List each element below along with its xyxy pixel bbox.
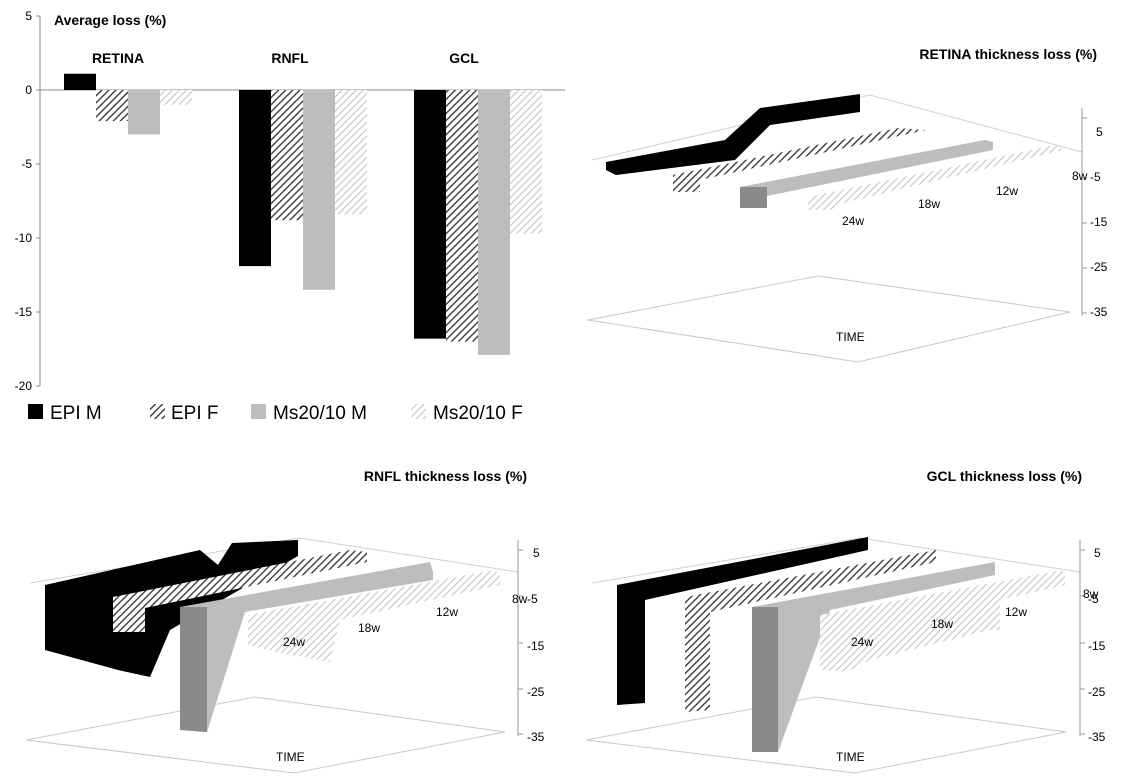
legend-swatch-epi-m bbox=[28, 404, 43, 419]
rnfl-depth-12w: 12w bbox=[436, 605, 458, 619]
retina-ytick-5: 5 bbox=[1096, 125, 1103, 139]
rnfl-ytick-m35: -35 bbox=[527, 730, 545, 744]
y-tick-label: 5 bbox=[25, 9, 32, 23]
bar-epi-f-retina bbox=[96, 90, 128, 122]
retina-y-ticks: 5 -5 -15 -25 -35 bbox=[1082, 117, 1108, 319]
retina-ytick-m5: -5 bbox=[1090, 170, 1101, 184]
retina-series-ms-m-side bbox=[740, 187, 767, 208]
rnfl-ytick-m25: -25 bbox=[527, 685, 545, 699]
gcl-back-wall bbox=[591, 537, 1081, 584]
retina-depth-8w: 8w bbox=[1072, 169, 1088, 183]
gcl-series-ms-f bbox=[820, 570, 1065, 672]
gcl-series-epi-f bbox=[685, 550, 936, 712]
rnfl-depth-8w: 8w bbox=[512, 592, 528, 606]
gcl-ytick-m5: -5 bbox=[1088, 592, 1099, 606]
gcl-chart-title: GCL thickness loss (%) bbox=[927, 468, 1082, 484]
gcl-series-ms-m bbox=[752, 562, 995, 752]
retina-depth-12w: 12w bbox=[996, 184, 1018, 198]
gcl-depth-8w: 8w bbox=[1083, 587, 1099, 601]
bar-ms20-10-m-rnfl bbox=[303, 90, 335, 290]
legend-label-ms-f: Ms20/10 F bbox=[433, 403, 523, 424]
gcl-xlabel: TIME bbox=[836, 750, 865, 764]
category-label-gcl: GCL bbox=[449, 50, 479, 66]
gcl-ytick-m15: -15 bbox=[1088, 639, 1106, 653]
retina-series-ms-m bbox=[740, 140, 993, 208]
gcl-floor bbox=[585, 696, 1067, 774]
category-label-retina: RETINA bbox=[92, 50, 144, 66]
average-loss-bars bbox=[64, 73, 542, 355]
bar-ms20-10-m-retina bbox=[128, 90, 160, 135]
rnfl-depth-24w: 24w bbox=[283, 635, 305, 649]
rnfl-series-ms-m bbox=[180, 562, 433, 732]
gcl-thickness-chart: GCL thickness loss (%) 5 -5 -15 -25 -35 … bbox=[585, 468, 1106, 774]
gcl-depth-18w: 18w bbox=[931, 617, 953, 631]
gcl-ytick-5: 5 bbox=[1094, 546, 1101, 560]
y-tick-label: -20 bbox=[15, 379, 33, 393]
gcl-y-ticks: 5 -5 -15 -25 -35 bbox=[1080, 546, 1106, 744]
rnfl-chart-title: RNFL thickness loss (%) bbox=[364, 468, 527, 484]
rnfl-ytick-m15: -15 bbox=[527, 639, 545, 653]
y-tick-label: -10 bbox=[15, 231, 33, 245]
bar-epi-f-rnfl bbox=[271, 90, 303, 221]
bar-epi-f-gcl bbox=[446, 90, 478, 342]
legend-swatch-ms-f bbox=[411, 404, 426, 419]
rnfl-xlabel: TIME bbox=[276, 750, 305, 764]
bar-epi-m-rnfl bbox=[239, 90, 271, 267]
rnfl-back-wall bbox=[29, 537, 519, 584]
bar-epi-m-gcl bbox=[414, 90, 446, 339]
y-tick-label: 0 bbox=[25, 83, 32, 97]
retina-back-wall bbox=[591, 94, 1083, 161]
bar-ms20-10-f-retina bbox=[160, 90, 192, 105]
gcl-ytick-m25: -25 bbox=[1088, 685, 1106, 699]
retina-xlabel: TIME bbox=[836, 330, 865, 344]
retina-floor bbox=[587, 275, 1071, 363]
legend-label-ms-m: Ms20/10 M bbox=[273, 403, 367, 424]
retina-series-ms-f bbox=[808, 145, 1063, 210]
retina-depth-18w: 18w bbox=[918, 197, 940, 211]
average-loss-chart: 5 0 -5 -10 -15 -20 Average loss (%) RETINA RN… bbox=[15, 9, 565, 424]
bar-ms20-10-m-gcl bbox=[478, 90, 510, 355]
rnfl-floor bbox=[25, 696, 506, 774]
gcl-series-epi-m bbox=[617, 537, 868, 705]
gcl-ytick-m35: -35 bbox=[1088, 730, 1106, 744]
category-label-rnfl: RNFL bbox=[271, 50, 309, 66]
retina-ytick-m25: -25 bbox=[1090, 260, 1108, 274]
legend-label-epi-f: EPI F bbox=[171, 403, 219, 424]
retina-depth-24w: 24w bbox=[842, 214, 864, 228]
gcl-series-ms-m-side bbox=[752, 607, 778, 752]
gcl-depth-12w: 12w bbox=[1005, 605, 1027, 619]
rnfl-ytick-m5: -5 bbox=[527, 592, 538, 606]
rnfl-thickness-chart: RNFL thickness loss (%) 5 -5 -15 -25 -35… bbox=[25, 468, 545, 774]
legend: EPI M EPI F Ms20/10 M Ms20/10 F bbox=[28, 403, 523, 424]
legend-swatch-ms-m bbox=[251, 404, 266, 419]
rnfl-ytick-5: 5 bbox=[533, 546, 540, 560]
retina-series-epi-f bbox=[673, 128, 926, 192]
y-tick-label: -5 bbox=[21, 157, 32, 171]
retina-series-epi-m bbox=[606, 94, 860, 175]
y-tick-label: -15 bbox=[15, 305, 33, 319]
gcl-depth-24w: 24w bbox=[851, 635, 873, 649]
average-loss-title: Average loss (%) bbox=[54, 12, 166, 28]
rnfl-y-ticks: 5 -5 -15 -25 -35 bbox=[518, 546, 545, 744]
rnfl-depth-18w: 18w bbox=[358, 621, 380, 635]
bar-epi-m-retina bbox=[64, 73, 96, 90]
bar-ms20-10-f-gcl bbox=[510, 90, 542, 234]
legend-swatch-epi-f bbox=[150, 404, 165, 419]
rnfl-series-ms-m-side bbox=[180, 607, 207, 732]
retina-thickness-chart: RETINA thickness loss (%) 5 -5 -15 -25 -… bbox=[587, 46, 1108, 363]
retina-ytick-m35: -35 bbox=[1090, 305, 1108, 319]
rnfl-series-ms-f bbox=[248, 570, 500, 662]
legend-label-epi-m: EPI M bbox=[50, 403, 102, 424]
retina-chart-title: RETINA thickness loss (%) bbox=[919, 46, 1097, 62]
rnfl-series-epi-f bbox=[113, 550, 367, 632]
retina-ytick-m15: -15 bbox=[1090, 215, 1108, 229]
bar-ms20-10-f-rnfl bbox=[335, 90, 367, 215]
